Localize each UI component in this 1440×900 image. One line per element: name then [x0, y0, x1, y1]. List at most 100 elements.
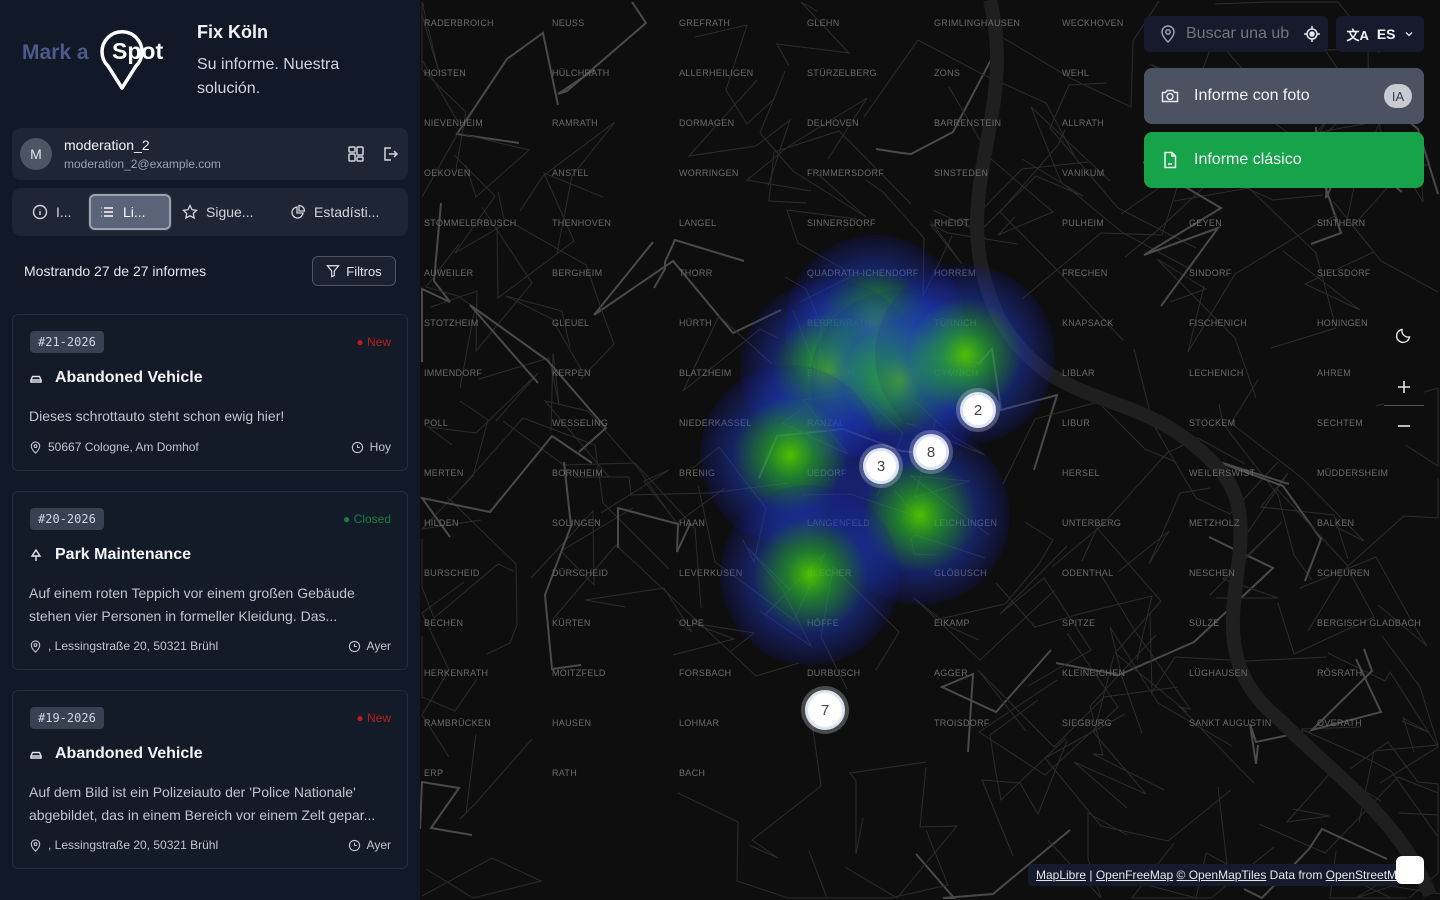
road [1081, 527, 1188, 713]
place-label: MOITZFELD [552, 668, 606, 678]
road [1209, 521, 1283, 599]
tab-label: Sigue... [206, 204, 254, 220]
cluster-marker[interactable]: 7 [805, 690, 845, 730]
road [1276, 478, 1439, 567]
report-card[interactable]: #21-2026 ● New Abandoned Vehicle Dieses … [12, 314, 408, 471]
road [1097, 569, 1255, 784]
road [459, 733, 533, 820]
place-label: HONINGEN [1317, 318, 1368, 328]
language-selector[interactable]: 文A ES [1336, 16, 1424, 52]
road [552, 544, 800, 677]
filter-icon [326, 265, 341, 278]
place-label: HOISTEN [424, 68, 467, 78]
report-description: Auf dem Bild ist ein Polizeiauto der 'Po… [29, 784, 376, 823]
place-label: SIEGBURG [1062, 718, 1112, 728]
place-label: KLEINEICHEN [1062, 668, 1126, 678]
tab-statistics[interactable]: Estadísti... [282, 194, 387, 230]
place-label: GEYEN [1189, 218, 1223, 228]
time-text: Ayer [366, 838, 391, 852]
report-category: Abandoned Vehicle [55, 745, 203, 762]
dashboard-icon[interactable] [346, 144, 366, 164]
cluster-marker[interactable]: 2 [960, 392, 996, 428]
road [999, 545, 1092, 687]
zoom-in-button[interactable] [1384, 368, 1424, 406]
attribution-toggle[interactable] [1396, 856, 1424, 884]
cluster-marker[interactable]: 3 [863, 448, 899, 484]
place-label: STÜRZELBERG [807, 68, 877, 78]
car-icon [29, 751, 43, 759]
place-label: LEVERKUSEN [679, 568, 743, 578]
map-roads [420, 0, 1440, 900]
road [759, 70, 867, 218]
tab-info[interactable]: I... [24, 194, 80, 230]
car-icon [29, 375, 43, 383]
logout-icon[interactable] [380, 144, 400, 164]
cluster-marker[interactable]: 8 [913, 434, 949, 470]
tab-label: Estadísti... [314, 204, 380, 220]
dark-mode-toggle[interactable] [1384, 316, 1424, 354]
road [421, 857, 543, 899]
place-label: FISCHENICH [1189, 318, 1248, 328]
place-label: KNAPSACK [1062, 318, 1114, 328]
road [808, 829, 949, 899]
road [1282, 200, 1375, 311]
road [1327, 652, 1439, 784]
road [977, 669, 1179, 748]
tab-list[interactable]: Li... [89, 194, 171, 230]
road [421, 539, 514, 619]
place-label: NIEVENHEIM [424, 118, 484, 128]
place-label: EIKAMP [934, 618, 970, 628]
separator: | [1086, 868, 1096, 882]
road [672, 622, 756, 656]
avatar: M [20, 138, 52, 170]
place-label: BRENIG [679, 468, 716, 478]
locate-icon[interactable] [1304, 26, 1320, 42]
clock-icon [351, 441, 363, 453]
openfreemap-link[interactable]: OpenFreeMap [1095, 868, 1174, 882]
osm-link[interactable]: OpenStreetMap [1325, 868, 1400, 882]
road [1243, 827, 1388, 900]
report-description: Auf einem roten Teppich vor einem großen… [29, 585, 355, 624]
classic-report-button[interactable]: Informe clásico [1144, 132, 1424, 188]
place-label: GLEHN [807, 18, 840, 28]
road [505, 295, 582, 370]
map[interactable]: RADERBROICH NEUSS GREFRATH GLEHN GRIMLINGHAU… [420, 0, 1440, 900]
road [1142, 161, 1223, 307]
place-label: NEUSS [552, 18, 585, 28]
road [981, 740, 1068, 857]
report-card[interactable]: #20-2026 ● Closed Park Maintenance Auf e… [12, 491, 408, 670]
photo-report-label: Informe con foto [1194, 87, 1310, 104]
photo-report-button[interactable]: Informe con foto IA [1144, 68, 1424, 124]
place-label: OLPE [679, 618, 705, 628]
road [932, 158, 1084, 233]
place-label: RÖSRATH [1317, 668, 1363, 678]
report-card[interactable]: #19-2026 ● New Abandoned Vehicle Auf dem… [12, 690, 408, 869]
road [1173, 187, 1337, 349]
openmaptiles-link[interactable]: © OpenMapTiles [1176, 868, 1267, 882]
location-search-input[interactable] [1186, 25, 1296, 43]
tab-following[interactable]: Sigue... [174, 194, 261, 230]
road [469, 304, 608, 453]
road [1209, 458, 1323, 582]
place-label: RADERBROICH [424, 18, 494, 28]
translate-icon: 文A [1346, 27, 1369, 43]
zoom-out-button[interactable] [1384, 407, 1424, 445]
place-label: GREFRATH [679, 18, 731, 28]
filter-button[interactable]: Filtros [312, 256, 396, 286]
road [1218, 403, 1313, 581]
status-text: Closed [353, 512, 391, 526]
place-label: STOCKEM [1189, 418, 1236, 428]
place-label: ANSTEL [552, 168, 589, 178]
road [430, 206, 533, 353]
mark-a-spot-logo: Mark a Spot [22, 29, 163, 90]
place-label: WORRINGEN [679, 168, 739, 178]
road [1021, 170, 1183, 300]
sidebar: Mark a Spot Fix Köln Su informe. Nuestra… [0, 0, 420, 900]
maplibre-link[interactable]: MapLibre [1036, 868, 1087, 882]
road [1089, 634, 1165, 791]
road [768, 130, 912, 205]
road [1055, 536, 1275, 677]
time-text: Ayer [366, 639, 391, 653]
place-label: SÜLZE [1189, 618, 1220, 628]
road [1139, 786, 1228, 899]
